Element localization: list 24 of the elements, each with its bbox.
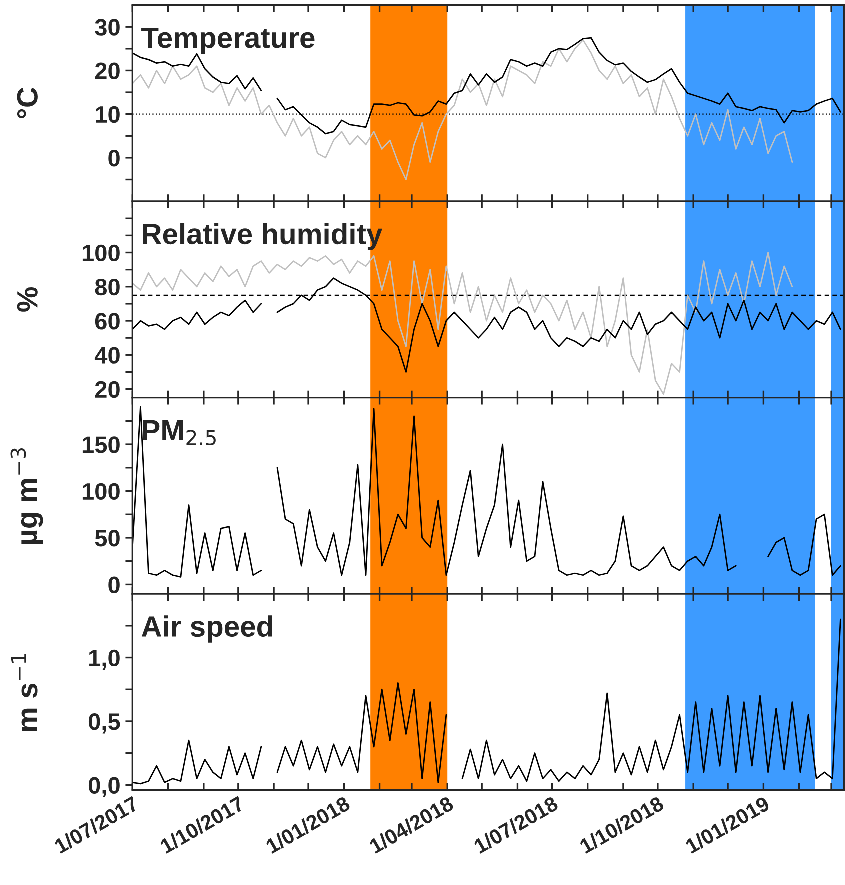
y-tick-label: 0 bbox=[108, 150, 120, 167]
y-tick-label: 10 bbox=[96, 106, 120, 124]
y-axis-title: % bbox=[17, 287, 38, 312]
y-tick-label: 60 bbox=[95, 313, 120, 330]
y-tick-label: 100 bbox=[82, 244, 120, 262]
y-tick-label: 0,0 bbox=[88, 777, 120, 798]
y-axis-title: µg m$^{−3}$ bbox=[10, 448, 44, 544]
line-series bbox=[132, 252, 794, 396]
y-tick-label: 50 bbox=[95, 530, 120, 547]
y-tick-label: 20 bbox=[95, 381, 120, 398]
text: Temperature bbox=[142, 28, 315, 54]
y-axis-title: °C bbox=[17, 88, 38, 119]
y-tick-label: 100 bbox=[82, 483, 120, 500]
y-tick-label: 0 bbox=[108, 576, 120, 594]
y-tick-label: 0,5 bbox=[88, 714, 120, 734]
y-axis-title: m s$^{−1}$ bbox=[11, 654, 38, 732]
text: PM$_{2.5}$ bbox=[143, 420, 216, 446]
y-tick-label: 40 bbox=[94, 347, 120, 364]
y-tick-label: 150 bbox=[82, 436, 120, 454]
y-tick-label: 1,0 bbox=[90, 650, 120, 670]
y-tick-label: 20 bbox=[95, 62, 120, 80]
y-tick-label: 30 bbox=[95, 19, 120, 36]
y-tick-label: 80 bbox=[95, 278, 120, 296]
text: Air speed bbox=[142, 616, 272, 643]
